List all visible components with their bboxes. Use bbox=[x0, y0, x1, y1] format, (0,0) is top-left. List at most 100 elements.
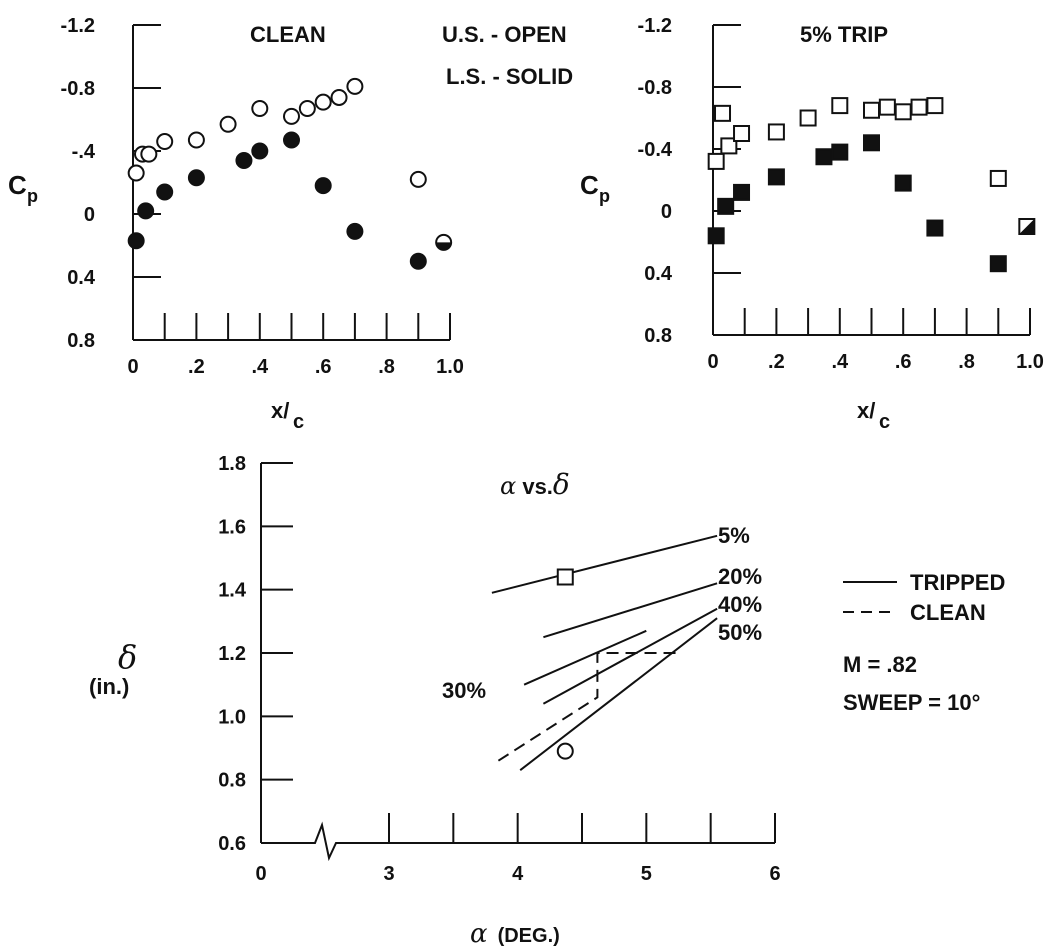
y-tick-label: -0.8 bbox=[638, 77, 672, 99]
y-tick-label: 0.6 bbox=[218, 833, 246, 855]
data-point-square bbox=[556, 568, 574, 586]
y-ticks: -1.2 -0.8 -.4 0 0.4 0.8 bbox=[61, 15, 161, 352]
series-label: 50% bbox=[718, 620, 762, 645]
data-point-half-fill bbox=[1019, 219, 1035, 234]
data-point-open bbox=[910, 98, 928, 116]
x-tick-label: 5 bbox=[641, 863, 652, 885]
data-point-open bbox=[409, 170, 427, 188]
y-tick-label: 1.6 bbox=[218, 516, 246, 538]
x-axis-with-break bbox=[261, 821, 775, 862]
y-tick-label: 0.8 bbox=[644, 325, 672, 347]
data-point-filled bbox=[926, 219, 944, 237]
series-line bbox=[543, 582, 718, 639]
y-tick-label: 0 bbox=[661, 201, 672, 223]
y-axis-label-main: C bbox=[8, 170, 27, 200]
series-labels: 5% 20% 30% 40% 50% bbox=[442, 523, 762, 703]
x-axis-label: α (DEG.) bbox=[470, 919, 560, 947]
data-point-open bbox=[831, 97, 849, 115]
y-tick-label: 1.8 bbox=[218, 453, 246, 475]
series-label: 5% bbox=[718, 523, 750, 548]
data-point-filled bbox=[733, 183, 751, 201]
y-tick-label: -0.4 bbox=[638, 139, 673, 161]
data-point-filled bbox=[863, 134, 880, 152]
x-axis-label-main: x/ bbox=[271, 398, 289, 423]
title-vs: vs. bbox=[516, 474, 553, 499]
data-point-filled bbox=[717, 197, 735, 215]
series-line bbox=[523, 629, 647, 686]
x-tick-label: .2 bbox=[768, 351, 785, 373]
data-point-filled bbox=[815, 148, 833, 166]
data-point-open bbox=[863, 101, 880, 119]
y-tick-label: 0.4 bbox=[67, 267, 96, 289]
data-point-open bbox=[330, 88, 348, 106]
data-point-open bbox=[298, 99, 316, 117]
y-tick-label: -1.2 bbox=[61, 15, 95, 37]
y-tick-label: -.4 bbox=[72, 141, 96, 163]
y-tick-label: 0.4 bbox=[644, 263, 673, 285]
x-tick-label: 6 bbox=[769, 863, 780, 885]
y-axis-label-unit: (in.) bbox=[89, 674, 129, 699]
x-ticks: 0 .2 .4 .6 .8 1.0 bbox=[127, 313, 464, 378]
y-ticks: 0.6 0.8 1.0 1.2 1.4 1.6 1.8 bbox=[218, 453, 293, 855]
y-tick-label: -1.2 bbox=[638, 15, 672, 37]
y-tick-label: 0.8 bbox=[218, 770, 246, 792]
y-ticks: -1.2 -0.8 -0.4 0 0.4 0.8 bbox=[638, 15, 741, 347]
data-point-open bbox=[733, 125, 751, 142]
x-tick-label: .4 bbox=[831, 351, 849, 373]
title-alpha: α bbox=[500, 472, 516, 500]
data-point-open bbox=[926, 97, 944, 115]
data-point-open bbox=[314, 93, 332, 111]
x-ticks: 0 .2 .4 .6 .8 1.0 bbox=[707, 308, 1044, 373]
xlabel-rest: (DEG.) bbox=[498, 925, 560, 947]
x-tick-label: .8 bbox=[958, 351, 975, 373]
data-point-open bbox=[219, 115, 237, 133]
y-axis-label-main: C bbox=[580, 170, 599, 200]
data-point-filled bbox=[314, 177, 332, 195]
xlabel-alpha: α bbox=[470, 919, 488, 947]
annotation-mach: M = .82 bbox=[843, 652, 917, 677]
data-point-open bbox=[187, 131, 205, 149]
x-tick-label: 0 bbox=[707, 351, 718, 373]
x-tick-label: 3 bbox=[383, 863, 394, 885]
data-point-circle bbox=[556, 742, 574, 760]
data-point-open bbox=[140, 145, 158, 163]
data-point-open bbox=[346, 77, 364, 95]
annotation-sweep: SWEEP = 10° bbox=[843, 690, 980, 715]
y-tick-label: 1.4 bbox=[218, 580, 247, 602]
data-points bbox=[707, 97, 1036, 273]
data-point-filled bbox=[127, 232, 145, 250]
data-point-filled bbox=[767, 168, 785, 186]
data-point-filled bbox=[894, 174, 912, 192]
data-point-filled bbox=[251, 142, 269, 160]
data-point-open bbox=[156, 133, 174, 151]
chart-title-5pct-trip: 5% TRIP bbox=[800, 22, 888, 47]
chart-title-clean: CLEAN bbox=[250, 22, 326, 47]
y-axis-label-sub: p bbox=[27, 186, 38, 206]
data-point-filled bbox=[156, 183, 174, 201]
y-axis-label-sub: p bbox=[599, 186, 610, 206]
series-line bbox=[491, 534, 718, 594]
legend-label-clean: CLEAN bbox=[910, 600, 986, 625]
data-point-filled bbox=[187, 169, 205, 187]
data-lines bbox=[491, 534, 718, 771]
data-point-open bbox=[799, 109, 817, 127]
x-ticks: 0 3 4 5 6 bbox=[255, 813, 781, 885]
x-tick-label: 4 bbox=[512, 863, 524, 885]
series-label: 30% bbox=[442, 678, 486, 703]
data-points bbox=[556, 568, 574, 760]
data-point-open bbox=[127, 164, 145, 182]
x-axis-label-sub: c bbox=[293, 411, 304, 433]
data-point-open bbox=[767, 123, 785, 141]
x-axis-label-sub: c bbox=[879, 411, 890, 433]
data-point-open bbox=[878, 98, 896, 116]
x-tick-label: .6 bbox=[315, 356, 332, 378]
series-line bbox=[497, 652, 679, 762]
data-points bbox=[127, 77, 453, 270]
y-tick-label: 0 bbox=[84, 204, 95, 226]
x-axis-label-main: x/ bbox=[857, 398, 875, 423]
series-line bbox=[519, 617, 718, 771]
x-tick-label: 0 bbox=[127, 356, 138, 378]
y-tick-label: 0.8 bbox=[67, 330, 95, 352]
data-point-open bbox=[283, 107, 300, 125]
